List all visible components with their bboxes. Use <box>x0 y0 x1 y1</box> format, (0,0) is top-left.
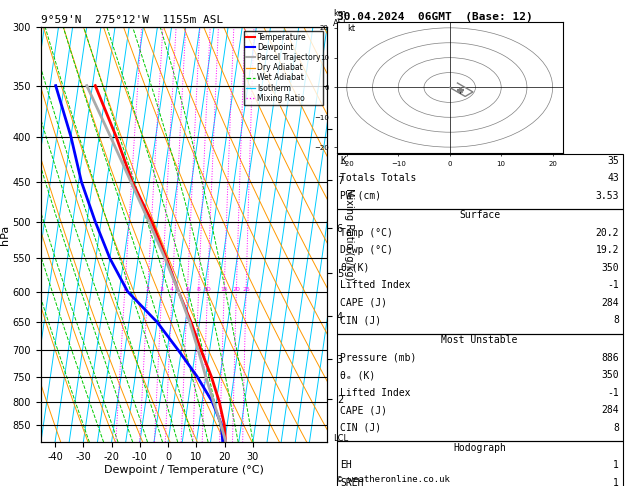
Text: 1: 1 <box>123 287 126 292</box>
Text: 284: 284 <box>601 405 619 416</box>
Text: 2: 2 <box>145 287 150 292</box>
Text: PW (cm): PW (cm) <box>340 191 381 201</box>
Text: 25: 25 <box>242 287 250 292</box>
Text: Surface: Surface <box>459 210 500 221</box>
Text: 15: 15 <box>220 287 228 292</box>
Text: 350: 350 <box>601 370 619 381</box>
X-axis label: Dewpoint / Temperature (°C): Dewpoint / Temperature (°C) <box>104 465 264 475</box>
Text: CAPE (J): CAPE (J) <box>340 405 387 416</box>
Text: -1: -1 <box>607 388 619 398</box>
Text: K: K <box>340 156 346 166</box>
Text: 8: 8 <box>197 287 201 292</box>
Text: Totals Totals: Totals Totals <box>340 173 416 183</box>
Text: 8: 8 <box>613 423 619 433</box>
Text: θₑ(K): θₑ(K) <box>340 263 370 273</box>
Text: Lifted Index: Lifted Index <box>340 388 411 398</box>
Text: 9°59'N  275°12'W  1155m ASL: 9°59'N 275°12'W 1155m ASL <box>41 15 223 25</box>
Text: 6: 6 <box>186 287 189 292</box>
Text: 1: 1 <box>613 460 619 470</box>
Text: 43: 43 <box>607 173 619 183</box>
Text: 30.04.2024  06GMT  (Base: 12): 30.04.2024 06GMT (Base: 12) <box>337 12 532 22</box>
Text: 284: 284 <box>601 298 619 308</box>
Y-axis label: Mixing Ratio (g/kg): Mixing Ratio (g/kg) <box>344 189 354 280</box>
Text: 20: 20 <box>232 287 240 292</box>
Text: 350: 350 <box>601 263 619 273</box>
Text: 4: 4 <box>170 287 174 292</box>
Text: 19.2: 19.2 <box>596 245 619 256</box>
Text: EH: EH <box>340 460 352 470</box>
Text: 20.2: 20.2 <box>596 228 619 238</box>
Text: CIN (J): CIN (J) <box>340 423 381 433</box>
Text: 8: 8 <box>613 315 619 326</box>
Text: Pressure (mb): Pressure (mb) <box>340 353 416 363</box>
Text: 35: 35 <box>607 156 619 166</box>
Text: CAPE (J): CAPE (J) <box>340 298 387 308</box>
Text: 3.53: 3.53 <box>596 191 619 201</box>
Text: θₑ (K): θₑ (K) <box>340 370 376 381</box>
Text: CIN (J): CIN (J) <box>340 315 381 326</box>
Text: 886: 886 <box>601 353 619 363</box>
Text: kt: kt <box>347 24 355 33</box>
Y-axis label: hPa: hPa <box>0 225 10 244</box>
Legend: Temperature, Dewpoint, Parcel Trajectory, Dry Adiabat, Wet Adiabat, Isotherm, Mi: Temperature, Dewpoint, Parcel Trajectory… <box>243 31 323 105</box>
Text: 1: 1 <box>613 478 619 486</box>
Text: Hodograph: Hodograph <box>453 443 506 453</box>
Text: km
ASL: km ASL <box>333 9 348 29</box>
Text: LCL: LCL <box>333 434 348 443</box>
Text: 10: 10 <box>204 287 211 292</box>
Text: Temp (°C): Temp (°C) <box>340 228 393 238</box>
Text: SREH: SREH <box>340 478 364 486</box>
Text: Lifted Index: Lifted Index <box>340 280 411 291</box>
Text: 3: 3 <box>160 287 164 292</box>
Text: -1: -1 <box>607 280 619 291</box>
Text: Most Unstable: Most Unstable <box>442 335 518 346</box>
Text: © weatheronline.co.uk: © weatheronline.co.uk <box>337 474 449 484</box>
Text: Dewp (°C): Dewp (°C) <box>340 245 393 256</box>
